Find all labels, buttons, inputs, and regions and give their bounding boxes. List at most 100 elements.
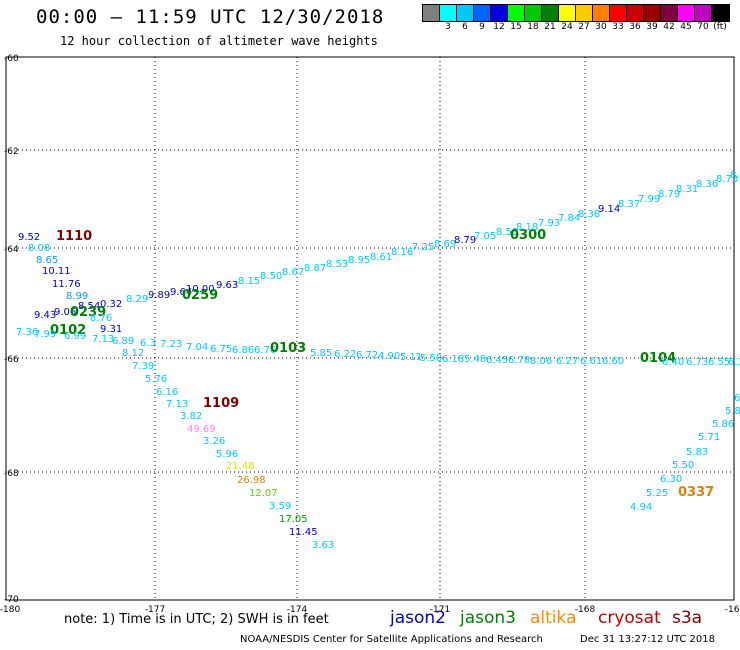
latitude-tick-label: -68 xyxy=(4,469,19,479)
satellite-name-jason3: jason3 xyxy=(460,608,516,628)
wave-height-value: 0.32 xyxy=(100,299,122,310)
wave-height-value: 8.99 xyxy=(66,291,88,302)
wave-height-value: 8.31 xyxy=(676,184,698,195)
wave-height-value: 7.36 xyxy=(16,327,38,338)
wave-height-value: 6.40 xyxy=(662,357,684,368)
wave-height-value: 8.61 xyxy=(370,252,392,263)
wave-height-value: 9.52 xyxy=(18,232,40,243)
wave-height-value: 7.84 xyxy=(558,213,580,224)
wave-height-value: 8.76 xyxy=(90,313,112,324)
wave-height-value: 8.95 xyxy=(348,255,370,266)
wave-height-value: 7.99 xyxy=(34,329,56,340)
wave-height-value: 8.50 xyxy=(260,271,282,282)
time-stamp-label: 1110 xyxy=(56,229,92,244)
wave-height-value: 5.8 xyxy=(725,406,740,417)
legend-label: 27 xyxy=(578,22,590,32)
legend-label: 39 xyxy=(646,22,658,32)
wave-height-value: 6.89 xyxy=(112,336,134,347)
wave-height-value: 6 xyxy=(734,393,740,404)
latitude-tick-label: -66 xyxy=(4,355,19,365)
wave-height-value: 4.94 xyxy=(630,502,652,513)
legend-label: 15 xyxy=(510,22,522,32)
wave-height-value: 26.98 xyxy=(237,475,266,486)
wave-height-value: 11.76 xyxy=(52,279,81,290)
time-stamp-label: 0104 xyxy=(640,351,676,366)
time-stamp-label: 0239 xyxy=(70,305,106,320)
wave-height-value: 5.50 xyxy=(672,460,694,471)
wave-height-value: 5.25 xyxy=(646,488,668,499)
wave-height-value: 3.26 xyxy=(203,436,225,447)
wave-height-value: 8.08 xyxy=(28,243,50,254)
wave-height-value: 7.05 xyxy=(474,231,496,242)
wave-height-value: 5.76 xyxy=(145,374,167,385)
color-scale-labels: 3 6 9 12 15 18 21 24 27 30 33 36 39 42 45 70 (ft) xyxy=(422,22,740,34)
longitude-tick-label: -171 xyxy=(430,605,450,615)
latitude-tick-label: -64 xyxy=(4,245,19,255)
legend-swatch xyxy=(525,5,542,21)
wave-height-value: 9.06 xyxy=(54,307,76,318)
wave-height-value: 8.38 xyxy=(578,209,600,220)
wave-height-value: 8.69 xyxy=(434,239,456,250)
wave-height-value: 5.86 xyxy=(712,419,734,430)
time-stamp-label: 0102 xyxy=(50,323,86,338)
wave-height-value: 5.71 xyxy=(698,432,720,443)
wave-height-value: 6.99 xyxy=(64,331,86,342)
wave-height-value: 6.55 xyxy=(708,357,730,368)
wave-height-value: 8.29 xyxy=(126,294,148,305)
legend-swatch xyxy=(559,5,576,21)
wave-height-value: 7.39 xyxy=(132,361,154,372)
legend-swatch xyxy=(423,5,440,21)
wave-height-value: 6.78 xyxy=(508,355,530,366)
time-stamp-label: 0259 xyxy=(182,288,218,303)
wave-height-value: 17.05 xyxy=(279,514,308,525)
wave-height-value: 8.58 xyxy=(496,227,518,238)
wave-height-value: 6.45 xyxy=(486,355,508,366)
timestamp-text: Dec 31 13:27:12 UTC 2018 xyxy=(580,634,715,645)
wave-height-value: 8.6 xyxy=(730,170,740,181)
wave-height-value: 5.50 xyxy=(420,353,442,364)
wave-height-value: 3.59 xyxy=(269,501,291,512)
legend-label: 18 xyxy=(527,22,539,32)
legend-label: 33 xyxy=(612,22,624,32)
wave-height-value: 6.76 xyxy=(254,345,276,356)
wave-height-value: 8.12 xyxy=(122,348,144,359)
wave-height-value: 9.43 xyxy=(34,310,56,321)
wave-height-value: 7.99 xyxy=(638,194,660,205)
wave-height-value: 7.23 xyxy=(160,339,182,350)
wave-height-value: 7.93 xyxy=(538,218,560,229)
wave-height-value: 8.87 xyxy=(304,263,326,274)
legend-swatch xyxy=(542,5,559,21)
legend-swatch xyxy=(678,5,695,21)
legend-label: 6 xyxy=(462,22,468,32)
longitude-tick-label: -177 xyxy=(145,605,165,615)
latitude-tick-label: -60 xyxy=(4,54,19,64)
legend-swatch xyxy=(661,5,678,21)
wave-height-value: 6.73 xyxy=(686,357,708,368)
legend-swatch xyxy=(491,5,508,21)
legend-swatch xyxy=(457,5,474,21)
legend-swatch xyxy=(576,5,593,21)
wave-height-value: 5.85 xyxy=(310,348,332,359)
legend-label: 45 xyxy=(680,22,692,32)
wave-height-value: 9.64 xyxy=(170,287,192,298)
time-stamp-label: 0103 xyxy=(270,341,306,356)
wave-height-value: 3.82 xyxy=(180,411,202,422)
legend-label: (ft) xyxy=(713,22,727,32)
wave-height-value: 5.83 xyxy=(686,447,708,458)
longitude-tick-label: -168 xyxy=(575,605,596,615)
wave-height-value: 5.96 xyxy=(216,449,238,460)
legend-swatch xyxy=(440,5,457,21)
wave-height-value: 8.16 xyxy=(391,247,413,258)
legend-label: 21 xyxy=(544,22,556,32)
credit-text: NOAA/NESDIS Center for Satellite Applica… xyxy=(240,634,543,645)
legend-label: 9 xyxy=(479,22,485,32)
wave-height-value: 8.67 xyxy=(282,267,304,278)
latitude-tick-label: -70 xyxy=(4,595,19,605)
longitude-tick-label: -174 xyxy=(287,605,308,615)
legend-label: 12 xyxy=(493,22,505,32)
legend-swatch xyxy=(695,5,712,21)
wave-height-value: 6.18 xyxy=(442,354,464,365)
map-frame xyxy=(5,56,735,601)
